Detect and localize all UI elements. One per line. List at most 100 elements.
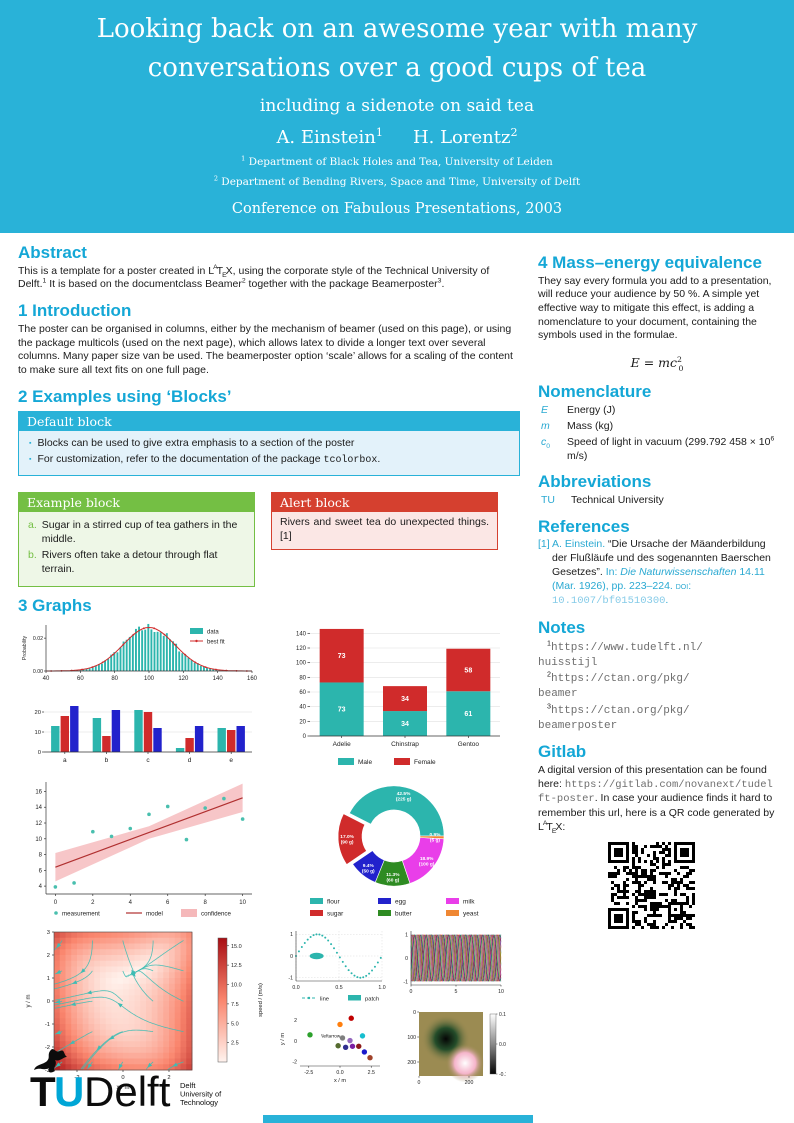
svg-text:0: 0 (54, 900, 58, 906)
svg-text:60: 60 (299, 690, 306, 696)
mass-energy-heading: 4 Mass–energy equivalence (538, 253, 762, 272)
svg-text:0.0: 0.0 (292, 985, 299, 991)
svg-text:0: 0 (121, 1075, 124, 1081)
svg-text:measurement: measurement (62, 911, 100, 918)
svg-text:8: 8 (204, 900, 208, 906)
abbreviation-desc: Technical University (571, 494, 664, 507)
example-item-a: a. Sugar in a stirred cup of tea gathers… (27, 519, 246, 546)
svg-text:120: 120 (178, 676, 189, 682)
svg-text:0: 0 (410, 989, 413, 995)
poster-title: Looking back on an awesome year with man… (96, 14, 698, 83)
svg-text:8: 8 (39, 853, 43, 859)
svg-text:Delft: Delft (180, 1081, 196, 1090)
notes-heading: Notes (538, 617, 586, 637)
svg-text:-0.1: -0.1 (499, 1072, 506, 1078)
svg-text:c: c (146, 757, 150, 764)
mass-energy-formula: E = mc20 (630, 355, 684, 373)
graphs-grid: 40 60 80 100 120 140 160 0.00 0.02 Probability dat… (18, 618, 520, 1090)
svg-text:2: 2 (91, 900, 95, 906)
svg-text:data: data (207, 630, 219, 636)
svg-text:0: 0 (38, 750, 41, 756)
abbreviation-entry-TU: TU Technical University (538, 494, 776, 507)
svg-text:12: 12 (35, 821, 42, 827)
stream-plot: -2 0 2 -3 -2 -1 0 1 2 3 x / m y / m 2.5 5.0 7.5 10.0 12.… (18, 926, 270, 1090)
note-2: 2https://ctan.org/pkg/ beamer (538, 670, 690, 701)
default-block-bullet-2: ▪ For customization, refer to the docume… (27, 453, 511, 467)
svg-text:T: T (30, 1068, 56, 1115)
svg-text:40: 40 (43, 676, 50, 682)
svg-text:80: 80 (299, 676, 306, 682)
nomenclature-symbol: m (541, 419, 550, 432)
svg-text:34: 34 (401, 721, 409, 728)
svg-text:a: a (63, 757, 67, 764)
svg-text:12.5: 12.5 (231, 964, 242, 970)
nomenclature-desc: Speed of light in vacuum (299.792 458 × … (567, 435, 775, 462)
blocks-heading: 2 Examples using ‘Blocks’ (18, 386, 232, 406)
default-block-bullet-2-text: For customization, refer to the document… (37, 453, 381, 466)
svg-text:61: 61 (464, 712, 472, 719)
svg-text:4: 4 (129, 900, 133, 906)
example-item-b: b. Rivers often take a detour through fl… (27, 549, 246, 576)
svg-text:0.0: 0.0 (336, 1070, 343, 1076)
nomenclature-desc: Energy (J) (567, 403, 616, 416)
svg-text:Gentoo: Gentoo (458, 741, 480, 748)
svg-text:0.0: 0.0 (499, 1042, 506, 1048)
example-alert-row: Example block a. Sugar in a stirred cup … (18, 486, 520, 587)
svg-text:5: 5 (455, 989, 458, 995)
svg-text:0: 0 (294, 1039, 297, 1045)
references-heading: References (538, 516, 630, 536)
graphs-heading: 3 Graphs (18, 595, 92, 615)
svg-text:100: 100 (407, 1035, 416, 1041)
svg-text:Delft: Delft (84, 1068, 171, 1115)
svg-text:0.00: 0.00 (33, 669, 43, 675)
graphs-column-left: 40 60 80 100 120 140 160 0.00 0.02 Probability dat… (18, 618, 270, 1090)
svg-text:-2.5: -2.5 (304, 1070, 313, 1076)
svg-text:y / m: y / m (280, 1033, 286, 1045)
right-column: 4 Mass–energy equivalence They say every… (538, 244, 776, 934)
default-block-title: Default block (19, 412, 519, 432)
svg-text:line: line (320, 997, 329, 1003)
footer-accent-bar (263, 1115, 533, 1123)
default-block: Default block ▪ Blocks can be used to gi… (18, 411, 520, 476)
svg-text:(100 g): (100 g) (419, 862, 435, 868)
svg-text:(90 g): (90 g) (341, 840, 354, 846)
svg-text:University of: University of (180, 1090, 222, 1099)
svg-text:2: 2 (294, 1018, 297, 1024)
svg-text:egg: egg (395, 899, 406, 906)
svg-text:4: 4 (39, 884, 43, 890)
svg-text:2.5: 2.5 (231, 1041, 239, 1047)
svg-text:200: 200 (407, 1060, 416, 1066)
left-column: Abstract This is a template for a poster… (18, 244, 520, 1090)
svg-text:confidence: confidence (201, 911, 231, 918)
svg-text:10: 10 (35, 730, 41, 736)
nomenclature-entry-m: m Mass (kg) (538, 420, 776, 433)
affiliation-2: 2 Department of Bending Rivers, Space an… (213, 174, 581, 188)
default-block-bullet-1-text: Blocks can be used to give extra emphasi… (37, 437, 355, 450)
svg-text:1.0: 1.0 (378, 985, 385, 991)
svg-text:(225 g): (225 g) (396, 797, 412, 803)
svg-text:b: b (105, 757, 109, 764)
svg-text:0: 0 (47, 999, 50, 1005)
example-item-b-text: Rivers often take a detour through flat … (41, 549, 218, 575)
mass-energy-text: They say every formula you add to a pres… (538, 274, 772, 342)
introduction-text: The poster can be organised in columns, … (18, 322, 513, 376)
svg-text:flour: flour (327, 899, 340, 906)
svg-text:milk: milk (463, 899, 475, 906)
svg-text:2: 2 (167, 1075, 170, 1081)
svg-text:Technology: Technology (180, 1098, 218, 1107)
tudelft-logo: T U Delft Delft University of Technology (22, 1048, 232, 1116)
gitlab-heading: Gitlab (538, 742, 587, 762)
svg-text:-2: -2 (45, 1045, 50, 1051)
svg-text:speed / (m/s): speed / (m/s) (258, 983, 264, 1017)
nomenclature-entry-c0: c0 Speed of light in vacuum (299.792 458… (538, 436, 776, 463)
svg-text:0.9%: 0.9% (430, 833, 442, 839)
svg-text:100: 100 (144, 676, 155, 682)
example-item-a-text: Sugar in a stirred cup of tea gathers in… (41, 518, 238, 545)
svg-text:10: 10 (35, 837, 42, 843)
svg-text:0.5: 0.5 (335, 985, 342, 991)
svg-text:(60 g): (60 g) (386, 878, 399, 884)
svg-text:2.5: 2.5 (368, 1070, 375, 1076)
svg-text:34: 34 (401, 696, 409, 703)
svg-text:20: 20 (35, 710, 41, 716)
nomenclature-symbol: c0 (541, 436, 551, 451)
